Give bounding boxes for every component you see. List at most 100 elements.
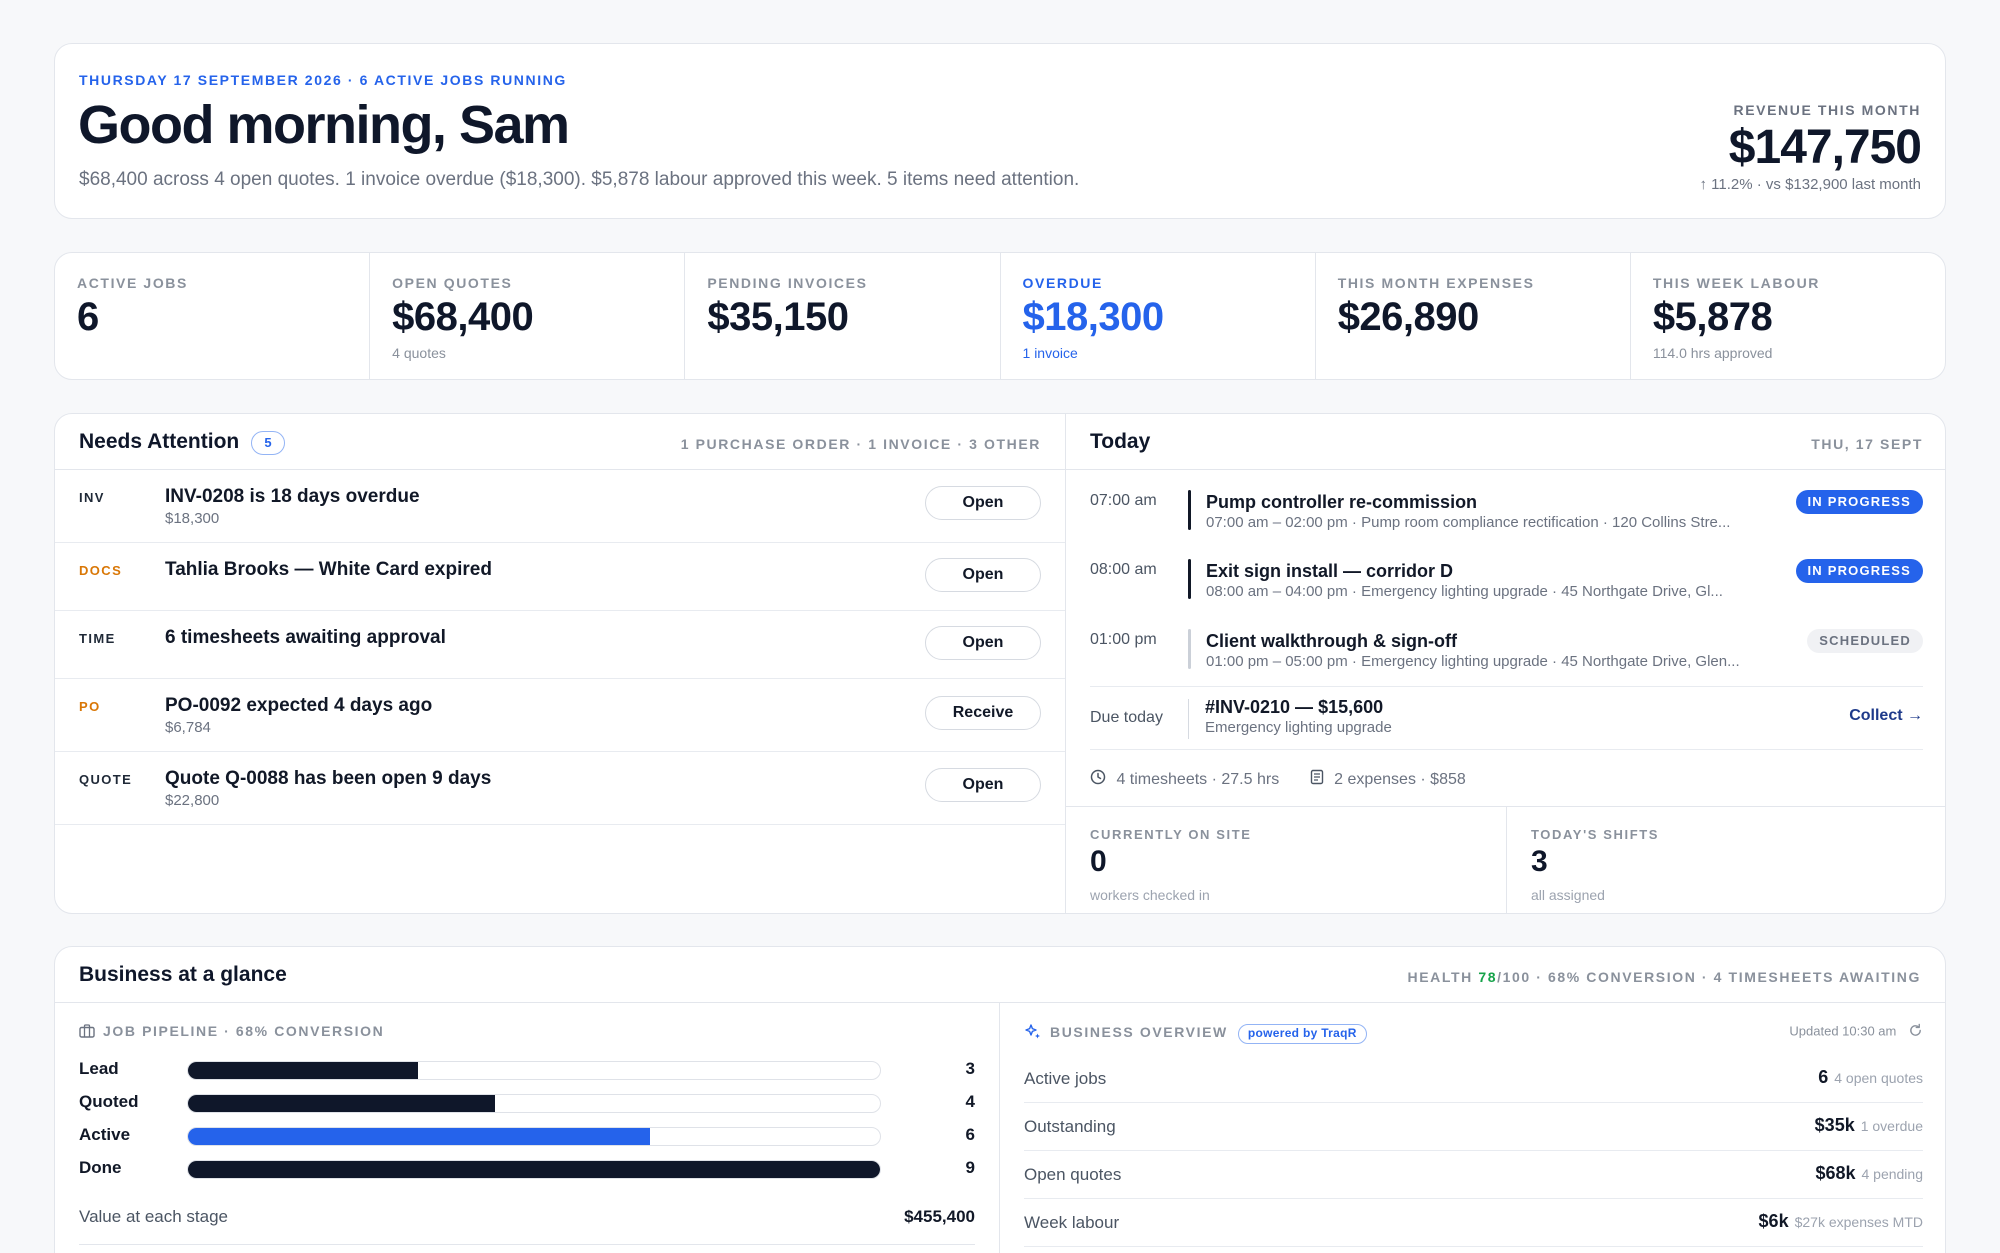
stat-open-quotes[interactable]: OPEN QUOTES $68,400 4 quotes [369, 253, 684, 379]
item-title: Tahlia Brooks — White Card expired [165, 559, 492, 580]
schedule-bar [1188, 490, 1191, 530]
open-button[interactable]: Open [925, 768, 1041, 802]
greeting-title: Good morning, Sam [78, 95, 570, 155]
overview-value: $35k [1814, 1115, 1855, 1135]
attention-item: INV INV-0208 is 18 days overdue $18,300 … [55, 470, 1065, 543]
overview-heading: BUSINESS OVERVIEW powered by TraqR [1024, 1023, 1367, 1044]
open-button[interactable]: Open [925, 486, 1041, 520]
revenue-label: REVENUE THIS MONTH [1733, 102, 1921, 118]
greeting-summary: $68,400 across 4 open quotes. 1 invoice … [79, 169, 1080, 190]
attention-summary: 1 PURCHASE ORDER · 1 INVOICE · 3 OTHER [680, 436, 1041, 452]
health-summary: HEALTH 78/100 · 68% CONVERSION · 4 TIMES… [1408, 969, 1922, 985]
stat-overdue[interactable]: OVERDUE $18,300 1 invoice [999, 253, 1315, 379]
attention-count-badge: 5 [251, 431, 285, 455]
stat-label: THIS WEEK LABOUR [1652, 275, 1821, 291]
attention-item: TIME 6 timesheets awaiting approval Open [55, 611, 1065, 679]
pipeline-bar [188, 1062, 419, 1079]
overview-note: 4 open quotes [1834, 1070, 1923, 1086]
updated-text: Updated 10:30 am [1789, 1023, 1897, 1039]
pipeline-track [187, 1061, 881, 1080]
attention-item: QUOTE Quote Q-0088 has been open 9 days … [55, 752, 1065, 825]
overview-note: 1 overdue [1860, 1118, 1923, 1134]
clock-icon [1090, 769, 1106, 790]
pipeline-track [187, 1094, 881, 1113]
health-prefix: HEALTH [1407, 969, 1479, 985]
schedule-time: 08:00 am [1090, 561, 1157, 578]
schedule-bar [1188, 629, 1191, 669]
stat-pending-invoices[interactable]: PENDING INVOICES $35,150 [684, 253, 999, 379]
status-badge: IN PROGRESS [1795, 559, 1923, 583]
pipeline-bar [188, 1161, 880, 1178]
schedule-title: Pump controller re-commission [1206, 492, 1478, 512]
open-button[interactable]: Open [925, 626, 1041, 660]
schedule-title: Client walkthrough & sign-off [1206, 631, 1457, 651]
updated-timestamp: Updated 10:30 am [1789, 1023, 1923, 1041]
receive-button[interactable]: Receive [925, 696, 1041, 730]
panel-header: Business at a glance HEALTH 78/100 · 68%… [55, 947, 1945, 1003]
attention-item: DOCS Tahlia Brooks — White Card expired … [55, 543, 1065, 611]
sparkle-icon [1024, 1023, 1042, 1044]
item-title: Quote Q-0088 has been open 9 days [165, 768, 492, 789]
stat-label: THIS MONTH EXPENSES [1337, 275, 1535, 291]
expenses-summary[interactable]: 2 expenses · $858 [1334, 770, 1466, 788]
pipeline-row: Quoted 4 [79, 1090, 975, 1114]
stat-sub: 4 quotes [392, 345, 446, 361]
pipeline-count: 6 [965, 1125, 975, 1144]
schedule-item[interactable]: 07:00 am Pump controller re-commission 0… [1090, 490, 1923, 540]
schedule-bar [1188, 559, 1191, 599]
overview-label: Week labour [1024, 1213, 1120, 1232]
stat-active-jobs[interactable]: ACTIVE JOBS 6 [55, 253, 369, 379]
stat-week-labour[interactable]: THIS WEEK LABOUR $5,878 114.0 hrs approv… [1629, 253, 1945, 379]
panel-title: Today [1090, 430, 1151, 453]
overview-value: 6 [1818, 1067, 1829, 1087]
overview-label: Active jobs [1024, 1069, 1107, 1088]
today-date: THU, 17 SEPT [1811, 436, 1923, 452]
health-score: 78 [1478, 969, 1498, 985]
tile-label: CURRENTLY ON SITE [1090, 827, 1252, 842]
panel-title: Needs Attention [79, 430, 240, 453]
pipeline-heading: JOB PIPELINE · 68% CONVERSION [79, 1023, 384, 1041]
stats-strip: ACTIVE JOBS 6 OPEN QUOTES $68,400 4 quot… [54, 252, 1946, 380]
panel-title: Business at a glance [79, 963, 287, 986]
overview-row: Open quotes $68k 4 pending [1024, 1151, 1923, 1199]
item-title: INV-0208 is 18 days overdue [165, 486, 420, 507]
pipeline-bar [188, 1128, 650, 1145]
collect-link[interactable]: Collect → [1849, 707, 1923, 724]
item-amount: $18,300 [165, 510, 220, 527]
revenue-value: $147,750 [1728, 121, 1922, 174]
schedule-title: Exit sign install — corridor D [1206, 561, 1454, 581]
pipeline-count: 3 [965, 1059, 975, 1078]
schedule-item[interactable]: 08:00 am Exit sign install — corridor D … [1090, 559, 1923, 609]
powered-by-badge: powered by TraqR [1237, 1023, 1367, 1044]
schedule-meta: 08:00 am – 04:00 pm · Emergency lighting… [1206, 583, 1723, 600]
overview-row: Outstanding $35k 1 overdue [1024, 1103, 1923, 1151]
tile-sub: workers checked in [1090, 887, 1210, 903]
item-amount: $22,800 [165, 792, 220, 809]
item-tag: QUOTE [79, 772, 133, 787]
item-tag: PO [79, 699, 101, 714]
date-line: THURSDAY 17 SEPTEMBER 2026 · 6 ACTIVE JO… [79, 72, 567, 88]
pipeline-value: $455,400 [904, 1207, 975, 1226]
due-invoice-title: #INV-0210 — $15,600 [1205, 697, 1384, 717]
refresh-icon[interactable] [1908, 1023, 1923, 1041]
due-today-row: Due today #INV-0210 — $15,600 Emergency … [1090, 686, 1923, 750]
overview-value-group: 6 4 open quotes [1818, 1067, 1923, 1088]
overview-value-group: $6k $27k expenses MTD [1759, 1211, 1923, 1232]
timesheets-summary[interactable]: 4 timesheets · 27.5 hrs [1116, 770, 1280, 788]
stat-label: OVERDUE [1022, 275, 1103, 291]
pipeline-row: Done 9 [79, 1156, 975, 1180]
tile-label: TODAY'S SHIFTS [1531, 827, 1660, 842]
open-button[interactable]: Open [925, 558, 1041, 592]
stat-value: $35,150 [707, 295, 849, 339]
overview-note: 4 pending [1861, 1166, 1923, 1182]
stat-month-expenses[interactable]: THIS MONTH EXPENSES $26,890 [1314, 253, 1630, 379]
overview-row: Week labour $6k $27k expenses MTD [1024, 1199, 1923, 1247]
job-pipeline-section: JOB PIPELINE · 68% CONVERSION Lead 3 Quote… [55, 1003, 1000, 1253]
status-badge: SCHEDULED [1807, 629, 1923, 653]
pipeline-stage-name: Done [79, 1158, 122, 1177]
on-site-tile: CURRENTLY ON SITE 0 workers checked in [1066, 806, 1507, 913]
schedule-item[interactable]: 01:00 pm Client walkthrough & sign-off 0… [1090, 629, 1923, 679]
overview-value-group: $68k 4 pending [1815, 1163, 1923, 1184]
stat-label: OPEN QUOTES [392, 275, 513, 291]
pipeline-count: 4 [965, 1092, 975, 1111]
